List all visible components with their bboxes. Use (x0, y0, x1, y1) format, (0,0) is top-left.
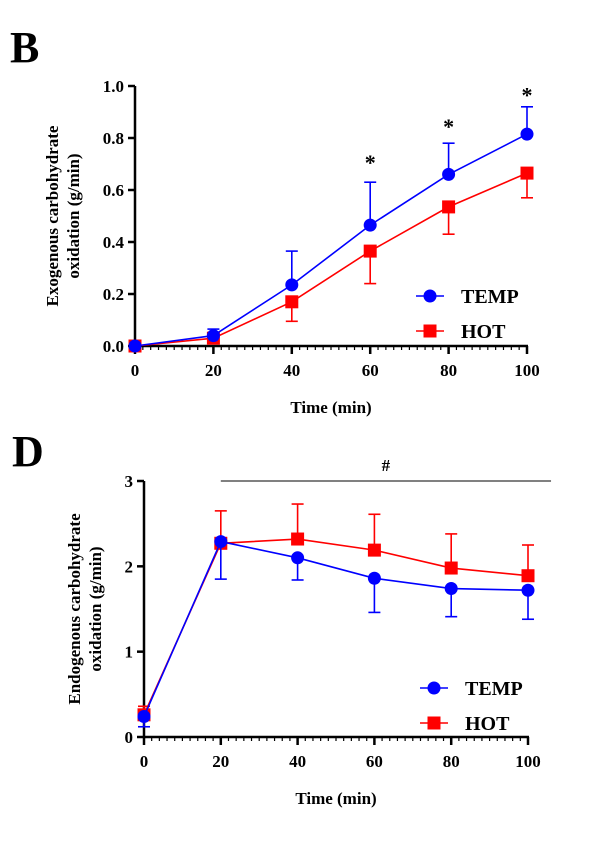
x-tick-label: 20 (205, 361, 222, 380)
data-point-temp (520, 127, 534, 141)
legend-marker-hot (423, 324, 437, 338)
x-tick-label: 40 (283, 361, 300, 380)
y-tick-label: 2 (125, 557, 134, 576)
panel-label-b: B (10, 23, 39, 72)
y-tick-label: 1.0 (103, 77, 124, 96)
y-axis-label-line: oxidation (g/min) (86, 546, 105, 671)
series-line-hot (134, 172, 528, 347)
y-axis-label: Endogenous carbohydrate oxidation (g/min) (65, 513, 105, 705)
data-point-hot (444, 561, 458, 575)
x-tick-label: 40 (289, 752, 306, 771)
data-point-hot (363, 244, 377, 258)
x-tick-label: 60 (366, 752, 383, 771)
x-axis-label: Time (min) (295, 789, 376, 808)
y-tick-label: 1 (125, 643, 134, 662)
panel-label-d: D (12, 427, 44, 476)
y-tick-label: 0 (125, 728, 134, 747)
significance-hash: # (382, 456, 391, 475)
series-line-temp (134, 133, 528, 347)
data-point-hot (367, 543, 381, 557)
data-point-temp (291, 551, 305, 565)
y-tick-label: 3 (125, 472, 134, 491)
data-point-temp (521, 583, 535, 597)
data-point-hot (285, 295, 299, 309)
data-point-hot (520, 166, 534, 180)
legend-label-temp: TEMP (465, 678, 523, 700)
data-point-temp (206, 329, 220, 343)
y-axis-label-line: Endogenous carbohydrate (65, 513, 84, 705)
x-tick-label: 0 (131, 361, 140, 380)
x-tick-label: 60 (362, 361, 379, 380)
x-tick-label: 20 (212, 752, 229, 771)
significance-star: * (365, 150, 376, 175)
significance-star: * (443, 114, 454, 139)
legend-label-hot: HOT (465, 713, 510, 735)
y-axis-label-line: oxidation (g/min) (64, 153, 83, 278)
data-point-hot (442, 200, 456, 214)
data-point-hot (291, 532, 305, 546)
y-axis-label: Exogenous carbohydrate oxidation (g/min) (43, 125, 83, 306)
data-point-temp (444, 582, 458, 596)
data-point-temp (285, 278, 299, 292)
series-line-temp (143, 540, 529, 717)
y-tick-label: 0.4 (103, 233, 125, 252)
y-tick-label: 0.2 (103, 285, 124, 304)
data-point-hot (521, 569, 535, 583)
data-point-temp (363, 218, 377, 232)
x-tick-label: 0 (140, 752, 149, 771)
legend-marker-temp (423, 289, 437, 303)
y-axis-label-line: Exogenous carbohydrate (43, 125, 62, 306)
legend-label-temp: TEMP (461, 286, 519, 308)
data-point-temp (442, 167, 456, 181)
x-tick-label: 80 (440, 361, 457, 380)
y-tick-label: 0.6 (103, 181, 124, 200)
y-tick-label: 0.0 (103, 337, 124, 356)
significance-star: * (522, 83, 533, 108)
data-point-temp (367, 571, 381, 585)
chart-d-endogenous: 0 1 2 3 0 20 40 60 80 100 Time (min) Endogenous car… (65, 456, 552, 808)
legend-marker-hot (427, 716, 441, 730)
data-point-temp (128, 339, 142, 353)
chart-b-exogenous: 0.0 0.2 0.4 0.6 0.8 1.0 0 20 40 60 80 100 Time (min)… (43, 77, 540, 417)
x-axis-label: Time (min) (290, 398, 371, 417)
data-point-temp (137, 710, 151, 724)
legend-marker-temp (427, 681, 441, 695)
x-tick-label: 100 (515, 752, 541, 771)
data-point-temp (214, 535, 228, 549)
y-tick-label: 0.8 (103, 129, 124, 148)
x-tick-label: 100 (514, 361, 540, 380)
x-tick-label: 80 (443, 752, 460, 771)
legend-label-hot: HOT (461, 321, 506, 343)
